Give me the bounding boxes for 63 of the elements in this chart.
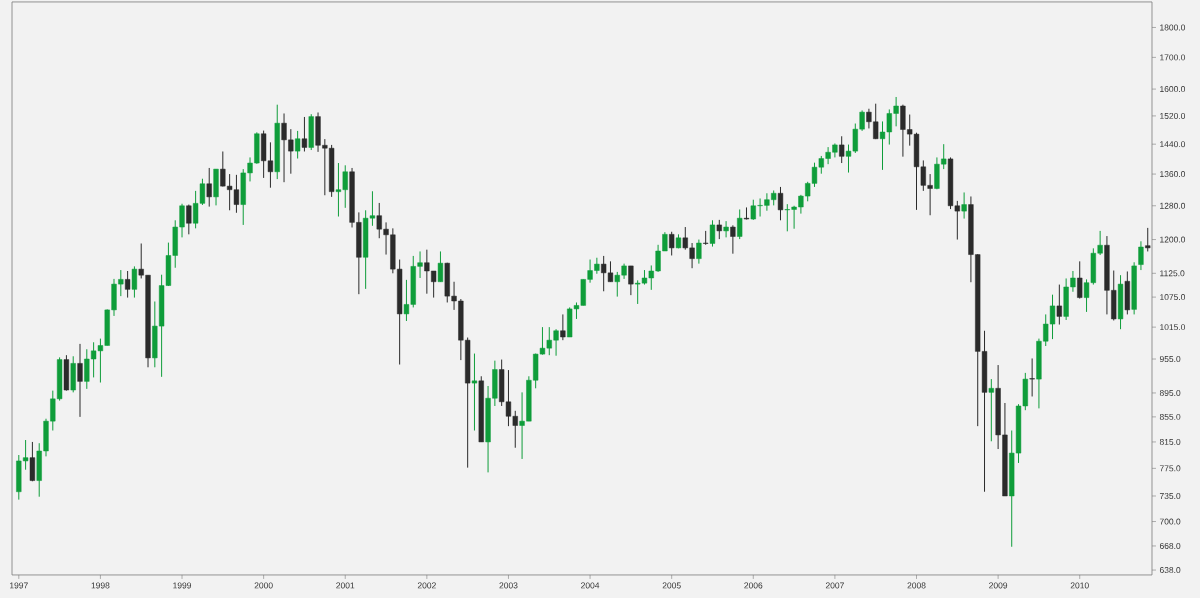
candlestick: [301, 116, 308, 152]
y-tick-label: 1520.0: [1160, 112, 1186, 119]
candlestick: [124, 270, 131, 299]
candlestick: [29, 441, 36, 482]
candlestick: [131, 265, 138, 299]
candlestick: [1077, 260, 1083, 300]
x-tick-label: 1997: [10, 582, 28, 589]
x-tick-label: 2008: [907, 582, 926, 589]
candlestick: [186, 204, 192, 235]
y-tick-label: 735.0: [1159, 493, 1181, 499]
y-tick-label: 1800.0: [1160, 24, 1186, 31]
candlestick: [206, 167, 212, 208]
x-tick-label: 2006: [744, 582, 763, 589]
y-tick-label: 1360.0: [1160, 171, 1186, 178]
candlestick: [1138, 240, 1144, 271]
y-tick-label: 1075.0: [1160, 294, 1186, 301]
y-tick-label: 1280.0: [1160, 202, 1186, 209]
candlestick: [471, 353, 478, 431]
candlestick: [709, 219, 716, 248]
y-tick-label: 1700.0: [1160, 54, 1186, 61]
y-tick-label: 700.0: [1159, 518, 1181, 525]
x-tick-label: 2002: [417, 582, 436, 589]
y-tick-label: 1125.0: [1160, 270, 1185, 277]
y-tick-label: 895.0: [1159, 389, 1181, 396]
candlestick: [696, 239, 702, 265]
x-tick-label: 1999: [173, 582, 192, 589]
x-tick-label: 2000: [254, 582, 273, 589]
candlestick: [716, 219, 722, 240]
y-tick-label: 1440.0: [1160, 141, 1186, 148]
y-tick-label: 855.0: [1159, 413, 1181, 420]
candlestick: [560, 313, 566, 341]
y-tick-label: 1015.0: [1160, 324, 1186, 331]
candlestick: [961, 191, 967, 220]
x-tick-label: 2007: [825, 582, 844, 589]
candlestick: [1145, 227, 1151, 252]
x-tick-label: 2003: [499, 582, 518, 589]
x-tick-label: 2010: [1070, 582, 1089, 589]
y-tick-label: 815.0: [1159, 438, 1181, 445]
candlestick: [295, 130, 301, 160]
x-tick-label: 2001: [336, 582, 355, 589]
x-tick-label: 2005: [662, 582, 681, 589]
candlestick: [628, 265, 634, 296]
candlestick: [737, 208, 743, 240]
x-tick-label: 2009: [989, 582, 1008, 589]
candlestick: [839, 135, 845, 164]
candlestick: [437, 250, 444, 283]
y-tick-label: 775.0: [1159, 465, 1181, 472]
y-tick-label: 1200.0: [1160, 236, 1186, 243]
y-tick-label: 638.0: [1159, 567, 1181, 574]
candlestick: [988, 378, 994, 442]
x-tick-label: 1998: [91, 582, 110, 589]
candlestick: [777, 186, 784, 221]
candlestick: [1029, 357, 1035, 397]
candlestick: [669, 231, 675, 256]
candlestick: [730, 224, 736, 255]
candlestick: [743, 206, 750, 220]
y-tick-label: 955.0: [1159, 356, 1181, 363]
candlestick: [1056, 284, 1062, 326]
y-tick-label: 1600.0: [1160, 86, 1186, 93]
x-tick-label: 2004: [581, 582, 600, 589]
y-tick-label: 668.0: [1159, 542, 1181, 549]
candlestick: [723, 220, 729, 238]
candlestick: [77, 343, 83, 418]
